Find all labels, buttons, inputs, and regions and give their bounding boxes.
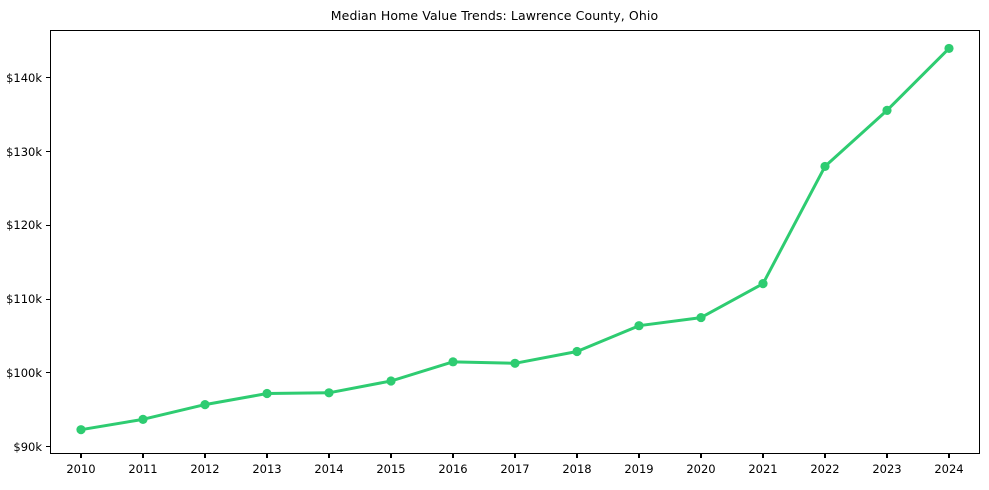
data-point-marker xyxy=(758,279,768,289)
x-axis-tick-label: 2017 xyxy=(500,462,530,476)
data-point-marker xyxy=(448,357,458,367)
x-axis-tick-label: 2018 xyxy=(562,462,592,476)
x-axis-tick-label: 2023 xyxy=(872,462,902,476)
x-axis-tick-mark xyxy=(328,454,330,458)
x-axis-tick-label: 2014 xyxy=(314,462,344,476)
y-axis-tick-mark xyxy=(46,298,50,300)
x-axis-tick-label: 2024 xyxy=(934,462,964,476)
y-axis-tick-mark xyxy=(46,151,50,153)
data-point-marker xyxy=(944,43,954,54)
x-axis-tick-label: 2015 xyxy=(376,462,406,476)
data-point-marker xyxy=(572,346,582,357)
data-point-marker xyxy=(76,425,86,435)
x-axis-tick-mark xyxy=(638,454,640,458)
y-axis-tick-mark xyxy=(46,446,50,448)
x-axis-tick-mark xyxy=(390,454,392,458)
x-axis-tick-mark xyxy=(824,454,826,458)
data-point-marker xyxy=(324,388,334,398)
data-point-marker xyxy=(262,388,272,399)
y-axis-tick-mark xyxy=(46,224,50,226)
data-point-marker xyxy=(634,321,644,331)
x-axis-tick-mark xyxy=(762,454,764,458)
data-point-marker xyxy=(200,399,210,410)
x-axis-tick-label: 2019 xyxy=(624,462,654,476)
data-point-marker xyxy=(820,161,830,172)
x-axis-tick-mark xyxy=(948,454,950,458)
x-axis-tick-mark xyxy=(142,454,144,458)
y-axis-tick-label: $130k xyxy=(6,144,42,159)
x-axis-tick-mark xyxy=(886,454,888,458)
series-line-median-home-value xyxy=(79,46,951,432)
y-axis-tick-label: $100k xyxy=(6,365,42,380)
x-axis-tick-label: 2021 xyxy=(748,462,778,476)
y-axis-tick-mark xyxy=(46,77,50,79)
y-axis-tick-label: $120k xyxy=(6,218,42,233)
x-axis-tick-label: 2016 xyxy=(438,462,468,476)
y-axis-tick-mark xyxy=(46,372,50,374)
x-axis-tick-label: 2010 xyxy=(66,462,96,476)
data-point-marker xyxy=(138,414,148,424)
x-axis-tick-mark xyxy=(576,454,578,458)
data-point-marker xyxy=(696,312,706,323)
x-axis-tick-label: 2020 xyxy=(686,462,716,476)
x-axis-tick-label: 2011 xyxy=(128,462,158,476)
x-axis-tick-mark xyxy=(700,454,702,458)
x-axis-tick-mark xyxy=(514,454,516,458)
chart-title: Median Home Value Trends: Lawrence Count… xyxy=(330,8,659,23)
x-axis-tick-mark xyxy=(452,454,454,458)
series-markers xyxy=(76,43,954,435)
plot-area xyxy=(50,30,980,454)
data-point-marker xyxy=(510,358,520,368)
x-axis-tick-label: 2022 xyxy=(810,462,840,476)
x-axis-tick-label: 2012 xyxy=(190,462,220,476)
x-axis-tick-mark xyxy=(204,454,206,458)
data-series-layer xyxy=(76,43,954,435)
data-point-marker xyxy=(386,376,396,386)
data-point-marker xyxy=(882,105,892,115)
y-axis-tick-label: $90k xyxy=(13,439,42,454)
x-axis-tick-label: 2013 xyxy=(252,462,282,476)
y-axis-tick-label: $110k xyxy=(6,292,42,307)
y-axis-tick-label: $140k xyxy=(6,70,42,85)
x-axis-tick-mark xyxy=(266,454,268,458)
x-axis-tick-mark xyxy=(80,454,82,458)
